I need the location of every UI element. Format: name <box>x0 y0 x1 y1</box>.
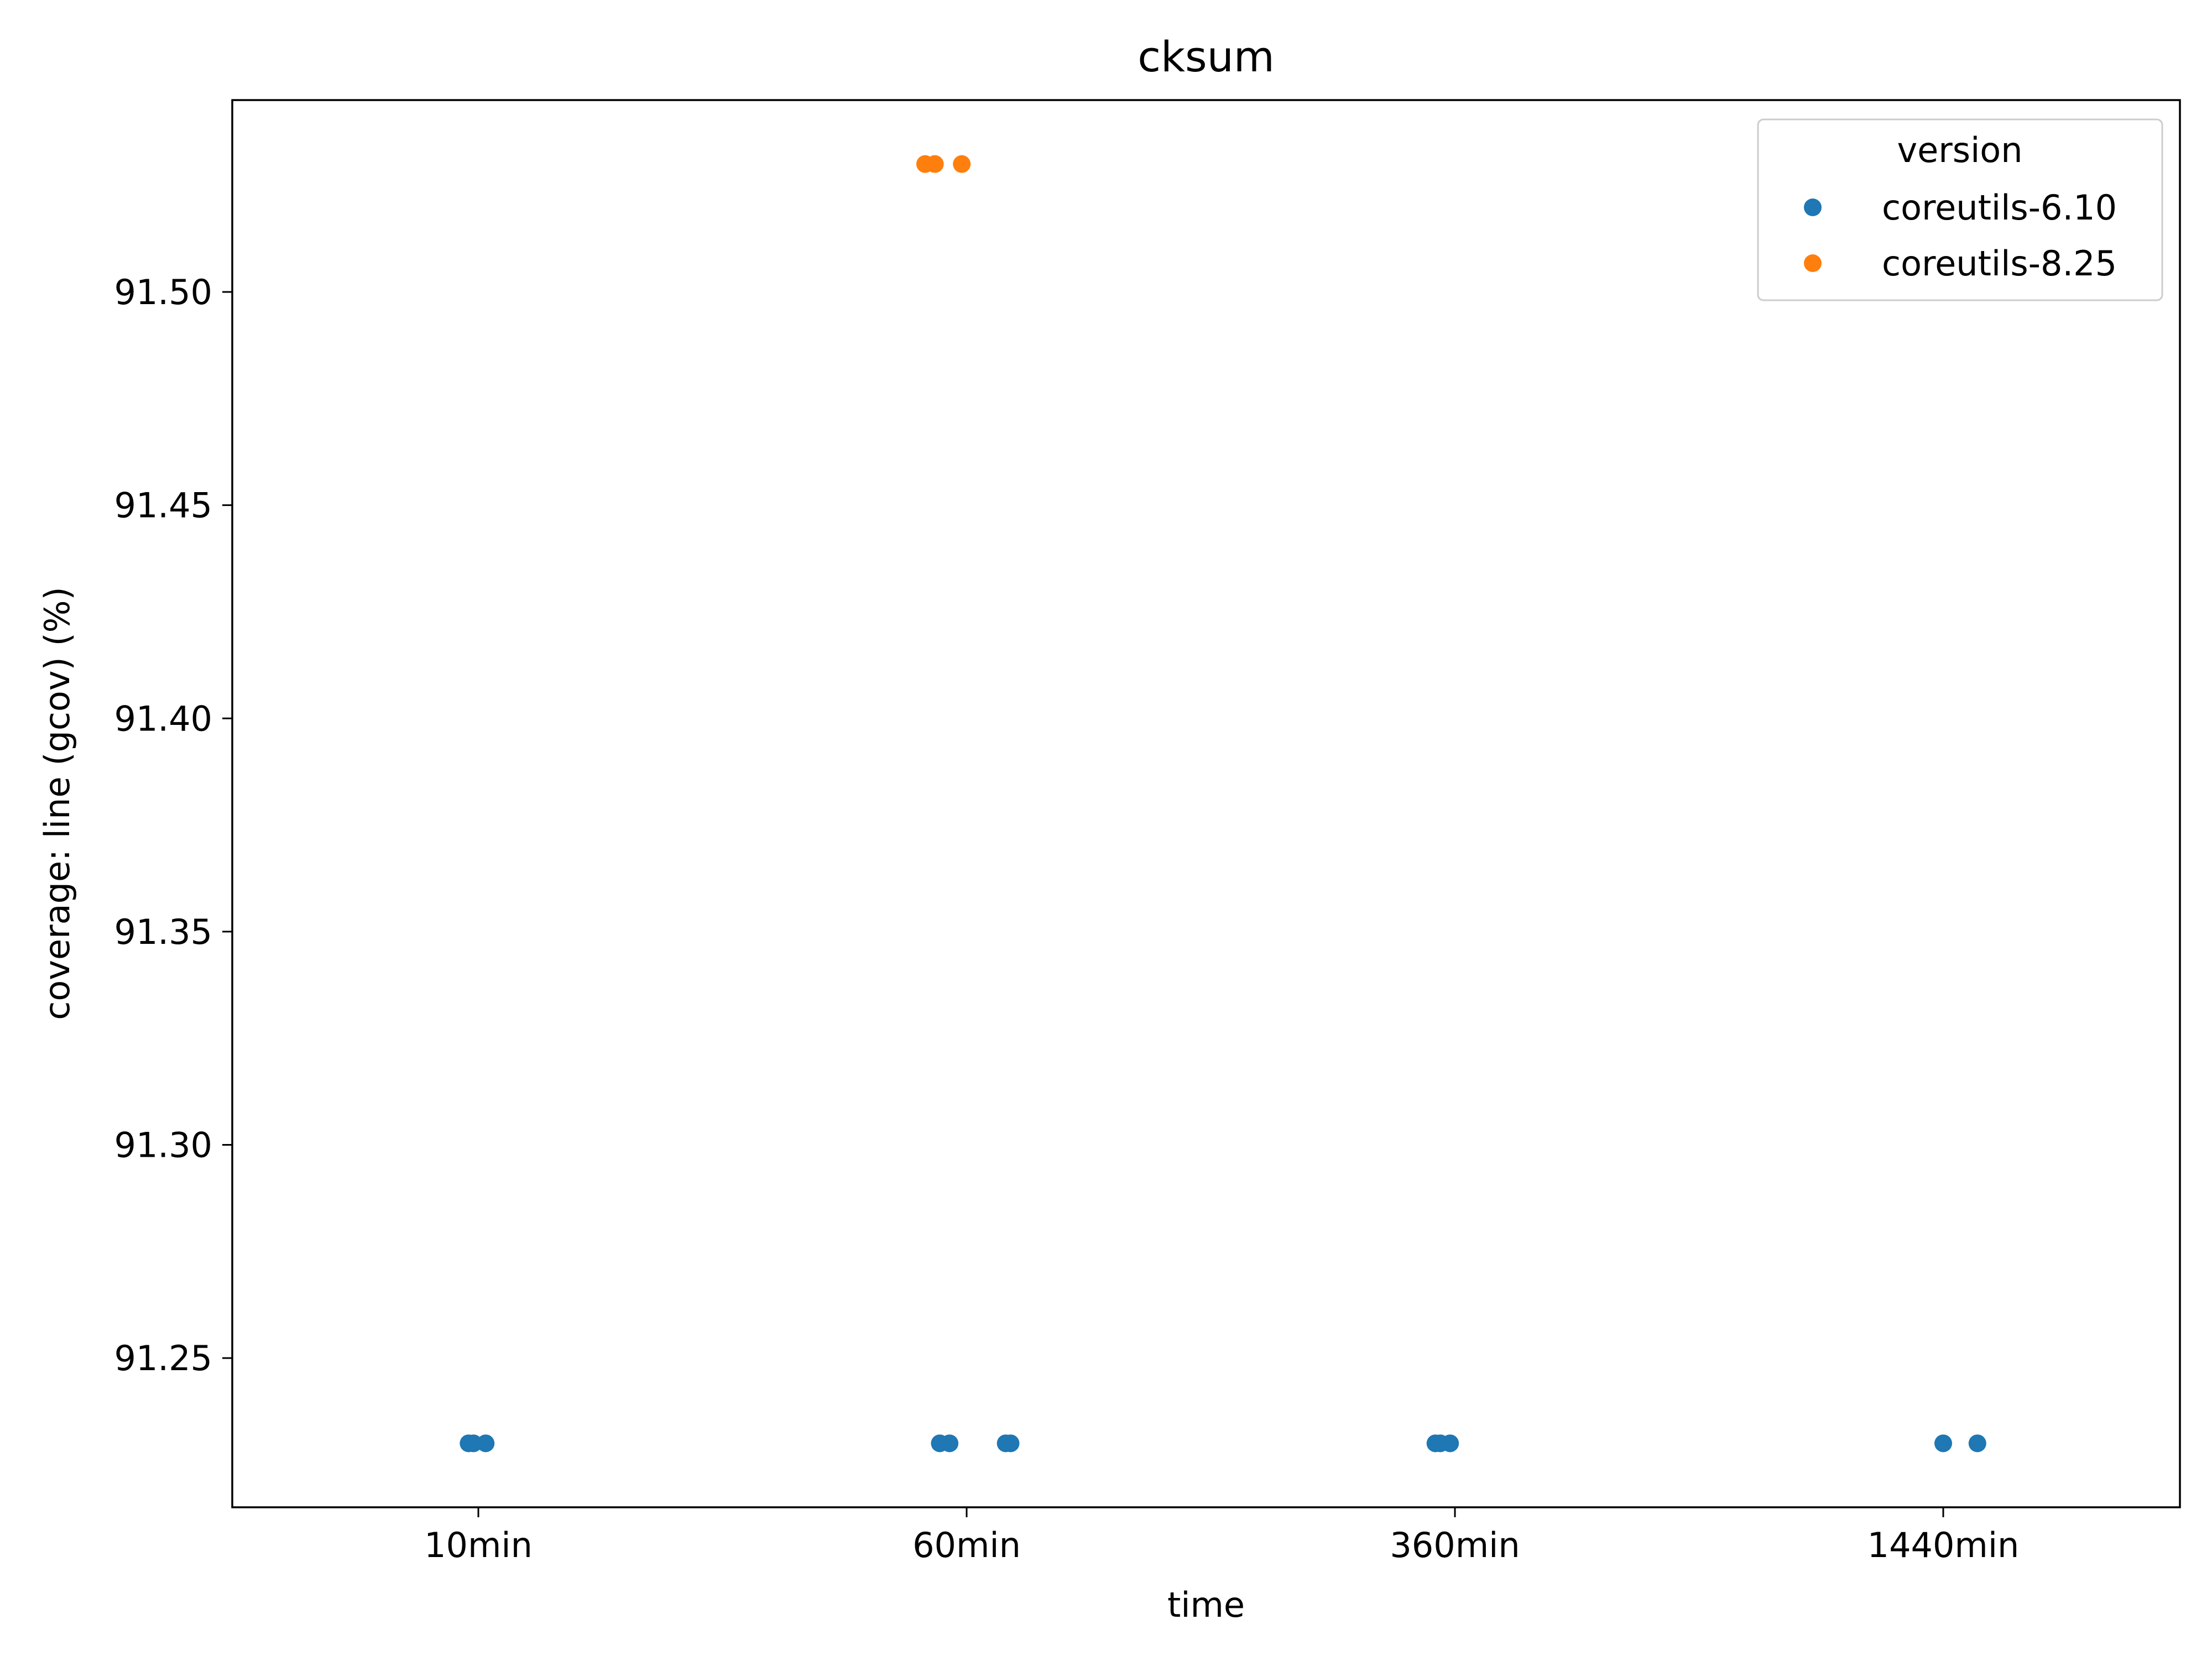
y-tick-label: 91.35 <box>114 912 213 952</box>
data-point-coreutils-6-10 <box>1441 1434 1459 1453</box>
y-axis-label: coverage: line (gcov) (%) <box>37 587 77 1020</box>
data-point-coreutils-6-10 <box>1934 1434 1952 1453</box>
data-point-coreutils-6-10 <box>1968 1434 1986 1453</box>
legend: version coreutils-6.10 coreutils-8.25 <box>1757 118 2163 301</box>
y-tick-label: 91.25 <box>114 1338 213 1378</box>
data-point-coreutils-6-10 <box>941 1434 959 1453</box>
data-point-coreutils-8-25 <box>953 155 971 173</box>
legend-title: version <box>1897 130 2022 170</box>
x-axis-label: time <box>1167 1585 1245 1625</box>
data-point-coreutils-6-10 <box>477 1434 495 1453</box>
x-tick-label: 10min <box>424 1525 533 1565</box>
legend-label-coreutils-6.10: coreutils-6.10 <box>1882 187 2117 228</box>
x-tick-label: 60min <box>912 1525 1021 1565</box>
chart-title: cksum <box>1138 32 1275 81</box>
x-tick-label: 360min <box>1390 1525 1520 1565</box>
y-axis-ticks: 91.25 91.30 91.35 91.40 91.45 91.50 <box>114 272 232 1378</box>
data-point-coreutils-6-10 <box>1001 1434 1020 1453</box>
data-points <box>460 155 1986 1453</box>
y-tick-label: 91.30 <box>114 1125 213 1165</box>
y-tick-label: 91.40 <box>114 698 213 739</box>
legend-marker-coreutils-8.25 <box>1804 254 1822 272</box>
legend-label-coreutils-8.25: coreutils-8.25 <box>1882 243 2117 284</box>
legend-marker-coreutils-6.10 <box>1804 199 1822 216</box>
plot-area-frame <box>231 99 2181 1508</box>
x-tick-label: 1440min <box>1867 1525 2020 1565</box>
x-axis-ticks: 10min 60min 360min 1440min <box>424 1507 2019 1565</box>
data-point-coreutils-6-10 <box>465 1434 483 1453</box>
y-tick-label: 91.45 <box>114 485 213 526</box>
data-point-coreutils-8-25 <box>926 155 944 173</box>
legend-box <box>1757 118 2163 301</box>
y-tick-label: 91.50 <box>114 272 213 312</box>
